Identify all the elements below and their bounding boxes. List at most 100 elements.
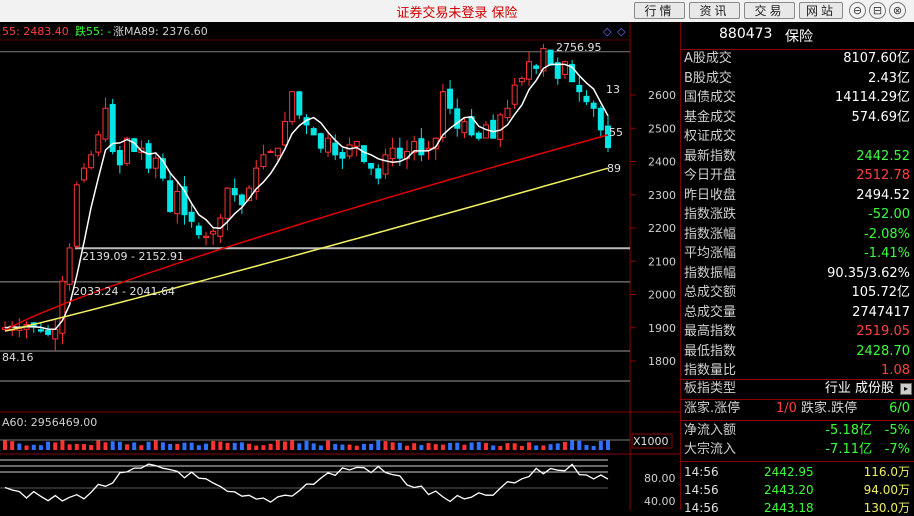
limits-row: 涨家.涨停 1/0 跌家.跌停 6/0 — [684, 400, 912, 418]
candle-up — [267, 151, 274, 154]
flow-label: 净流入额 — [684, 423, 737, 438]
tick-volume: 94.00万 — [863, 483, 910, 497]
volume-bar — [290, 440, 295, 450]
oscillator-line — [4, 463, 609, 503]
kline-chart[interactable]: 55: 2483.40 跌55: - 涨MA89: 2376.60 ◇ ◇ 27… — [0, 22, 680, 510]
board-type-more-icon[interactable]: ▸ — [900, 383, 912, 395]
panel-row: A股成交 8107.60亿 — [684, 50, 912, 68]
panel-row-label: 最新指数 — [684, 148, 737, 164]
volume-bar — [196, 445, 201, 450]
indicator-tick-80: 80.00 — [644, 472, 676, 485]
volume-bar — [455, 442, 460, 450]
flow-value: -7.11亿 — [825, 442, 872, 457]
volume-bar — [512, 443, 517, 450]
expand-icon[interactable]: ◇ — [617, 25, 626, 38]
volume-bar — [562, 441, 567, 450]
ma-lines — [4, 63, 609, 332]
candle-up — [346, 144, 353, 157]
candle-up — [210, 230, 217, 235]
volume-bar — [38, 445, 43, 450]
candle-down — [167, 180, 174, 212]
volume-bar — [326, 440, 331, 450]
volume-bar — [584, 444, 589, 450]
volume-multiplier-box — [631, 433, 673, 449]
panel-row-label: 总成交额 — [684, 285, 737, 300]
candle-down — [317, 133, 324, 149]
volume-bars — [0, 439, 630, 450]
volume-bar — [591, 445, 596, 450]
panel-row-value: 14114.29亿 — [834, 90, 910, 105]
ma89-label: 涨MA89: 2376.60 — [113, 25, 208, 38]
candle-down — [296, 91, 303, 116]
tick-volume: 130.0万 — [863, 501, 910, 515]
volume-bar — [548, 444, 553, 450]
panel-row-value: 90.35/3.62% — [827, 265, 910, 281]
volume-bar — [81, 444, 86, 450]
trade-button[interactable]: 交易 — [744, 2, 795, 19]
y-tick-label: 1900 — [648, 322, 676, 335]
candle-up — [461, 121, 468, 134]
candle-up — [526, 61, 533, 80]
options-icon[interactable]: ◇ — [603, 25, 612, 38]
candle-down — [188, 211, 195, 222]
fall55-label: 跌55: - — [75, 24, 111, 38]
panel-row-value: 2747417 — [852, 304, 910, 320]
volume-bar — [297, 443, 302, 450]
candle-up — [52, 328, 59, 340]
candle-down — [37, 329, 44, 332]
quotes-button[interactable]: 行情 — [634, 2, 685, 19]
minimize-icon[interactable]: ⊖ — [849, 2, 866, 19]
panel-row-label: 权证成交 — [684, 129, 737, 144]
panel-row-label: 指数振幅 — [684, 265, 737, 281]
website-button[interactable]: 网站 — [799, 2, 843, 19]
panel-header: 880473 保险 — [681, 22, 914, 48]
panel-row: 昨日收盘 2494.52 — [684, 187, 912, 205]
down-limit-label: 跌家.跌停 — [801, 401, 858, 416]
candle-down — [533, 65, 540, 69]
volume-bar — [304, 440, 309, 450]
volume-bar — [469, 442, 474, 450]
price-grid — [0, 51, 630, 382]
tick-time: 14:56 — [684, 483, 719, 497]
volume-bar — [211, 441, 216, 450]
news-button[interactable]: 资讯 — [689, 2, 740, 19]
volume-bar — [440, 444, 445, 450]
close-icon[interactable]: ⊗ — [889, 2, 906, 19]
y-tick-label: 2400 — [648, 156, 676, 169]
panel-row-label: 指数量比 — [684, 363, 737, 378]
candle-down — [116, 149, 123, 166]
y-axis: 2600 2500 2400 2300 2200 2100 2000 1900 1800 — [630, 89, 676, 368]
candle-up — [540, 47, 547, 72]
candle-up — [511, 84, 518, 105]
panel-row-value: 2442.52 — [856, 148, 910, 164]
volume-bar — [405, 445, 409, 450]
panel-row: 最低指数 2428.70 — [684, 343, 912, 361]
volume-bar — [598, 440, 603, 450]
ma13-tag: 13 — [606, 83, 620, 96]
restore-icon[interactable]: ⊟ — [869, 2, 886, 19]
candle-up — [289, 91, 296, 123]
tick-row: 14:56 2443.18 130.0万 — [684, 500, 912, 516]
candle-up — [224, 187, 231, 220]
candle-down — [447, 88, 454, 109]
volume-bar — [483, 443, 488, 450]
panel-row: 最高指数 2519.05 — [684, 323, 912, 341]
stock-code: 880473 — [719, 26, 773, 42]
candle-up — [102, 107, 109, 140]
volume-bar — [146, 441, 151, 450]
volume-bar — [60, 440, 65, 450]
volume-bar — [182, 442, 187, 450]
volume-bar — [232, 442, 237, 450]
volume-bar — [189, 442, 194, 450]
volume-bar — [282, 441, 287, 450]
ma13-line — [4, 63, 609, 331]
candle-up — [274, 147, 281, 157]
volume-bar — [606, 440, 610, 450]
volume-bar — [17, 443, 22, 450]
tick-price: 2443.18 — [764, 501, 814, 515]
volume-bar — [541, 445, 546, 450]
volume-bar — [74, 443, 79, 450]
candle-down — [238, 194, 245, 206]
candle-up — [389, 147, 396, 160]
candle-up — [59, 280, 66, 334]
